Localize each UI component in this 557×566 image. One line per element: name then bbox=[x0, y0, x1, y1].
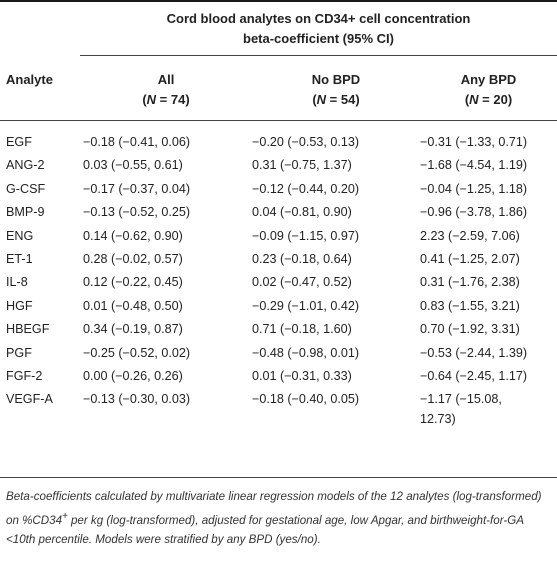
header-no-bpd-label: No BPD bbox=[311, 72, 361, 87]
cell-any-bpd: 2.23 (−2.59, 7.06) bbox=[420, 228, 520, 243]
table-row: PGF −0.25 (−0.52, 0.02) −0.48 (−0.98, 0.… bbox=[0, 343, 557, 366]
cell-analyte: IL-8 bbox=[6, 275, 28, 290]
footnote-superscript: + bbox=[62, 510, 68, 522]
table-row: ET-1 0.28 (−0.02, 0.57) 0.23 (−0.18, 0.6… bbox=[0, 249, 557, 272]
n-symbol: N bbox=[469, 92, 479, 107]
cell-any-bpd: −1.17 (−15.08, 12.73) bbox=[420, 389, 557, 429]
cell-no-bpd: −0.09 (−1.15, 0.97) bbox=[252, 228, 360, 243]
cell-no-bpd: 0.02 (−0.47, 0.52) bbox=[252, 275, 352, 290]
table-row: G-CSF −0.17 (−0.37, 0.04) −0.12 (−0.44, … bbox=[0, 179, 557, 202]
footnote-text-b: per kg (log-transformed), adjusted for g… bbox=[6, 513, 524, 546]
table-row: ENG 0.14 (−0.62, 0.90) −0.09 (−1.15, 0.9… bbox=[0, 226, 557, 249]
header-any-bpd-n-text: (N = 20) bbox=[464, 92, 513, 107]
cell-all: 0.12 (−0.22, 0.45) bbox=[83, 275, 183, 290]
table-row: HBEGF 0.34 (−0.19, 0.87) 0.71 (−0.18, 1.… bbox=[0, 319, 557, 342]
header-any-bpd-n: (N = 20) bbox=[420, 90, 557, 110]
table-row: EGF −0.18 (−0.41, 0.06) −0.20 (−0.53, 0.… bbox=[0, 132, 557, 155]
cell-no-bpd: −0.18 (−0.40, 0.05) bbox=[252, 392, 360, 407]
table-row: BMP-9 −0.13 (−0.52, 0.25) 0.04 (−0.81, 0… bbox=[0, 202, 557, 225]
header-analyte: Analyte bbox=[6, 72, 53, 87]
spanner-title-line2: beta-coefficient (95% CI) bbox=[243, 31, 394, 46]
cell-all: −0.17 (−0.37, 0.04) bbox=[83, 181, 191, 196]
header-all-n-text: (N = 74) bbox=[142, 92, 190, 107]
cell-no-bpd: −0.48 (−0.98, 0.01) bbox=[252, 345, 360, 360]
header-all: All (N = 74) bbox=[80, 70, 252, 110]
cell-any-bpd: 0.31 (−1.76, 2.38) bbox=[420, 275, 520, 290]
cell-no-bpd: −0.12 (−0.44, 0.20) bbox=[252, 181, 360, 196]
cell-all: −0.13 (−0.52, 0.25) bbox=[83, 205, 191, 220]
cell-all: −0.18 (−0.41, 0.06) bbox=[83, 135, 191, 149]
table-row: IL-8 0.12 (−0.22, 0.45) 0.02 (−0.47, 0.5… bbox=[0, 272, 557, 295]
cell-analyte: ENG bbox=[6, 228, 34, 243]
top-rule bbox=[0, 0, 557, 2]
cell-analyte: G-CSF bbox=[6, 181, 46, 196]
cell-all: 0.01 (−0.48, 0.50) bbox=[83, 298, 183, 313]
cell-any-bpd: 0.83 (−1.55, 3.21) bbox=[420, 298, 520, 313]
header-all-n: (N = 74) bbox=[80, 90, 252, 110]
cell-no-bpd: 0.71 (−0.18, 1.60) bbox=[252, 322, 352, 337]
table-row: ANG-2 0.03 (−0.55, 0.61) 0.31 (−0.75, 1.… bbox=[0, 155, 557, 178]
table-spanner-title: Cord blood analytes on CD34+ cell concen… bbox=[80, 9, 557, 49]
cell-all: 0.34 (−0.19, 0.87) bbox=[83, 322, 183, 337]
cell-analyte: ET-1 bbox=[6, 251, 33, 266]
cell-any-bpd: −0.96 (−3.78, 1.86) bbox=[420, 205, 528, 220]
cell-all: −0.13 (−0.30, 0.03) bbox=[83, 392, 191, 407]
cell-any-bpd: −0.31 (−1.33, 0.71) bbox=[420, 135, 528, 149]
cell-any-bpd-line1: −1.17 (−15.08, bbox=[420, 392, 502, 407]
header-no-bpd-n-text: (N = 54) bbox=[312, 92, 360, 107]
cell-analyte: ANG-2 bbox=[6, 158, 45, 173]
spanner-rule bbox=[80, 55, 557, 56]
cell-analyte: PGF bbox=[6, 345, 32, 360]
header-any-bpd: Any BPD (N = 20) bbox=[420, 70, 557, 110]
header-no-bpd: No BPD (N = 54) bbox=[252, 70, 420, 110]
header-all-label: All bbox=[157, 72, 175, 87]
cell-analyte: BMP-9 bbox=[6, 205, 45, 220]
header-no-bpd-n: (N = 54) bbox=[252, 90, 420, 110]
cell-all: 0.03 (−0.55, 0.61) bbox=[83, 158, 183, 173]
n-symbol: N bbox=[316, 92, 327, 107]
table-footnote: Beta-coefficients calculated by multivar… bbox=[6, 487, 552, 549]
cell-no-bpd: −0.29 (−1.01, 0.42) bbox=[252, 298, 360, 313]
n-symbol: N bbox=[146, 92, 157, 107]
table-row: HGF 0.01 (−0.48, 0.50) −0.29 (−1.01, 0.4… bbox=[0, 296, 557, 319]
spanner-title-line1: Cord blood analytes on CD34+ cell concen… bbox=[166, 11, 471, 26]
cell-any-bpd: −0.64 (−2.45, 1.17) bbox=[420, 368, 528, 383]
header-rule bbox=[0, 120, 557, 121]
cell-any-bpd: −0.04 (−1.25, 1.18) bbox=[420, 181, 528, 196]
bottom-rule bbox=[0, 477, 557, 478]
table-row: FGF-2 0.00 (−0.26, 0.26) 0.01 (−0.31, 0.… bbox=[0, 366, 557, 389]
cell-no-bpd: 0.04 (−0.81, 0.90) bbox=[252, 205, 352, 220]
cell-analyte: HBEGF bbox=[6, 322, 50, 337]
table-row: VEGF-A −0.13 (−0.30, 0.03) −0.18 (−0.40,… bbox=[0, 389, 557, 429]
header-any-bpd-label: Any BPD bbox=[460, 72, 517, 87]
cell-any-bpd-line2: 12.73) bbox=[420, 412, 456, 427]
footnote-text-a: Beta-coefficients calculated by multivar… bbox=[6, 490, 542, 527]
cell-analyte: FGF-2 bbox=[6, 368, 43, 383]
cell-no-bpd: 0.01 (−0.31, 0.33) bbox=[252, 368, 352, 383]
cell-no-bpd: −0.20 (−0.53, 0.13) bbox=[252, 135, 360, 149]
cell-analyte: HGF bbox=[6, 298, 33, 313]
cell-any-bpd: 0.41 (−1.25, 2.07) bbox=[420, 251, 520, 266]
cell-any-bpd: 0.70 (−1.92, 3.31) bbox=[420, 322, 520, 337]
cell-no-bpd: 0.31 (−0.75, 1.37) bbox=[252, 158, 352, 173]
cell-all: 0.14 (−0.62, 0.90) bbox=[83, 228, 183, 243]
cell-all: 0.28 (−0.02, 0.57) bbox=[83, 251, 183, 266]
cell-analyte: EGF bbox=[6, 135, 32, 149]
table-body: EGF −0.18 (−0.41, 0.06) −0.20 (−0.53, 0.… bbox=[0, 132, 557, 429]
cell-analyte: VEGF-A bbox=[6, 392, 53, 407]
cell-any-bpd: −1.68 (−4.54, 1.19) bbox=[420, 158, 528, 173]
cell-all: −0.25 (−0.52, 0.02) bbox=[83, 345, 191, 360]
cell-no-bpd: 0.23 (−0.18, 0.64) bbox=[252, 251, 352, 266]
cell-all: 0.00 (−0.26, 0.26) bbox=[83, 368, 183, 383]
cell-any-bpd: −0.53 (−2.44, 1.39) bbox=[420, 345, 528, 360]
